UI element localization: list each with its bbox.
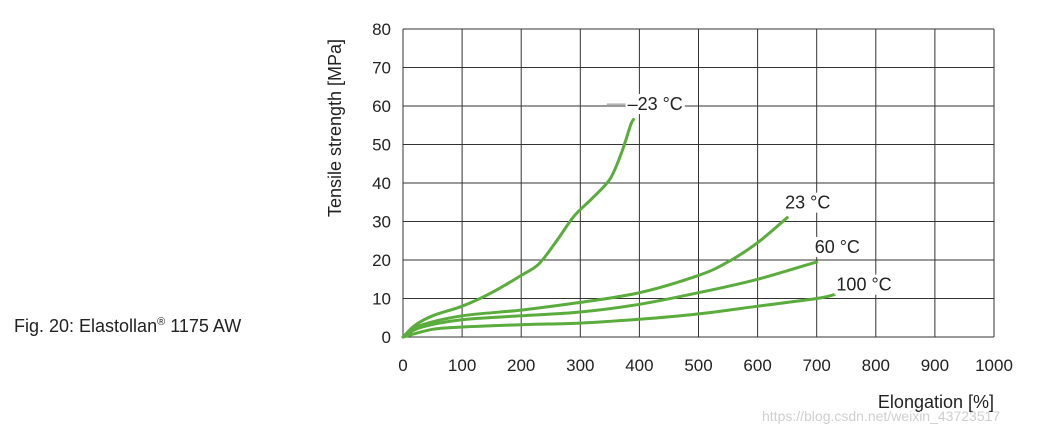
series-label-background bbox=[834, 274, 894, 295]
y-axis-label: Tensile strength [MPa] bbox=[325, 39, 345, 217]
series-line bbox=[401, 260, 819, 339]
chart-series-labels: –23 °C 23 °C 60 °C 100 °C bbox=[606, 94, 894, 295]
y-tick-label: 80 bbox=[372, 20, 391, 39]
y-tick-label: 60 bbox=[372, 97, 391, 116]
chart-ticks: 0 100 200 300 400 500 600 700 800 900 1000 0 10 20 30 4… bbox=[372, 20, 1013, 375]
series-label-background bbox=[625, 94, 685, 115]
series-label-background bbox=[812, 236, 862, 257]
x-tick-label: 300 bbox=[566, 356, 594, 375]
y-tick-label: 20 bbox=[372, 251, 391, 270]
x-tick-label: 1000 bbox=[975, 356, 1013, 375]
series-label-background bbox=[783, 192, 833, 213]
y-tick-label: 40 bbox=[372, 174, 391, 193]
series-label: 100 °C bbox=[836, 275, 891, 295]
x-tick-label: 400 bbox=[625, 356, 653, 375]
chart-series bbox=[401, 118, 836, 339]
x-tick-label: 100 bbox=[448, 356, 476, 375]
y-tick-label: 50 bbox=[372, 136, 391, 155]
x-axis-label: Elongation [%] bbox=[878, 392, 994, 412]
caption-suffix: 1175 AW bbox=[165, 316, 242, 336]
x-tick-label: 900 bbox=[921, 356, 949, 375]
x-tick-label: 0 bbox=[398, 356, 407, 375]
x-tick-label: 200 bbox=[507, 356, 535, 375]
series-line bbox=[401, 216, 789, 339]
series-line bbox=[401, 118, 635, 339]
watermark: https://blog.csdn.net/weixin_43723517 bbox=[762, 408, 1001, 424]
series-label: 23 °C bbox=[785, 193, 830, 213]
chart-grid bbox=[402, 28, 995, 338]
figure-caption: Fig. 20: Elastollan® 1175 AW bbox=[14, 316, 241, 337]
y-tick-label: 30 bbox=[372, 213, 391, 232]
series-label: –23 °C bbox=[628, 94, 683, 114]
x-tick-label: 800 bbox=[862, 356, 890, 375]
y-tick-label: 70 bbox=[372, 59, 391, 78]
x-tick-label: 500 bbox=[684, 356, 712, 375]
y-tick-label: 10 bbox=[372, 290, 391, 309]
x-tick-label: 700 bbox=[803, 356, 831, 375]
registered-mark: ® bbox=[157, 316, 166, 328]
x-tick-label: 600 bbox=[743, 356, 771, 375]
series-label: 60 °C bbox=[815, 237, 860, 257]
series-line bbox=[401, 293, 836, 339]
y-tick-label: 0 bbox=[382, 328, 391, 347]
caption-prefix: Fig. 20: Elastollan bbox=[14, 316, 158, 336]
